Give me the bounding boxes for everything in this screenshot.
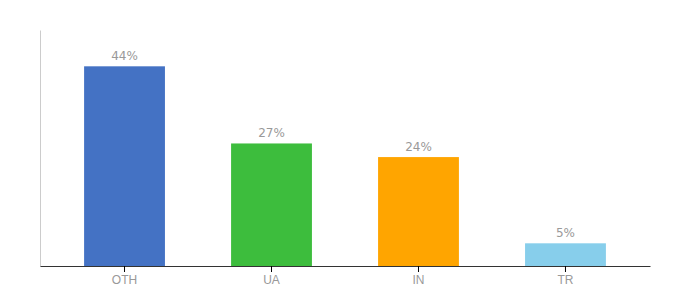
plot: OTH UA IN TR 44% 27% 24% 5% xyxy=(41,31,651,287)
y-axis xyxy=(40,31,41,267)
data-labels: 44% 27% 24% 5% xyxy=(111,49,575,240)
x-tick: IN xyxy=(412,266,424,287)
y-axis-line xyxy=(40,31,41,267)
x-tick-mark xyxy=(565,266,566,272)
x-tick-mark xyxy=(271,266,272,272)
bar xyxy=(525,243,606,266)
x-tick: TR xyxy=(557,266,573,287)
x-tick-mark xyxy=(418,266,419,272)
bar xyxy=(231,143,312,266)
bars xyxy=(84,66,606,266)
x-tick-label: UA xyxy=(263,273,280,287)
x-tick-label: OTH xyxy=(112,273,137,287)
x-tick-mark xyxy=(124,266,125,272)
x-axis: OTH UA IN TR xyxy=(41,266,651,287)
bar xyxy=(84,66,165,266)
x-tick: OTH xyxy=(112,266,137,287)
data-label: 24% xyxy=(405,140,432,154)
bar xyxy=(378,157,459,266)
chart: OTH UA IN TR 44% 27% 24% 5% xyxy=(0,0,680,300)
data-label: 44% xyxy=(111,49,138,63)
x-axis-line xyxy=(41,266,651,267)
x-tick: UA xyxy=(263,266,280,287)
x-tick-label: TR xyxy=(557,273,573,287)
data-label: 27% xyxy=(258,126,285,140)
data-label: 5% xyxy=(556,226,575,240)
x-tick-label: IN xyxy=(412,273,424,287)
